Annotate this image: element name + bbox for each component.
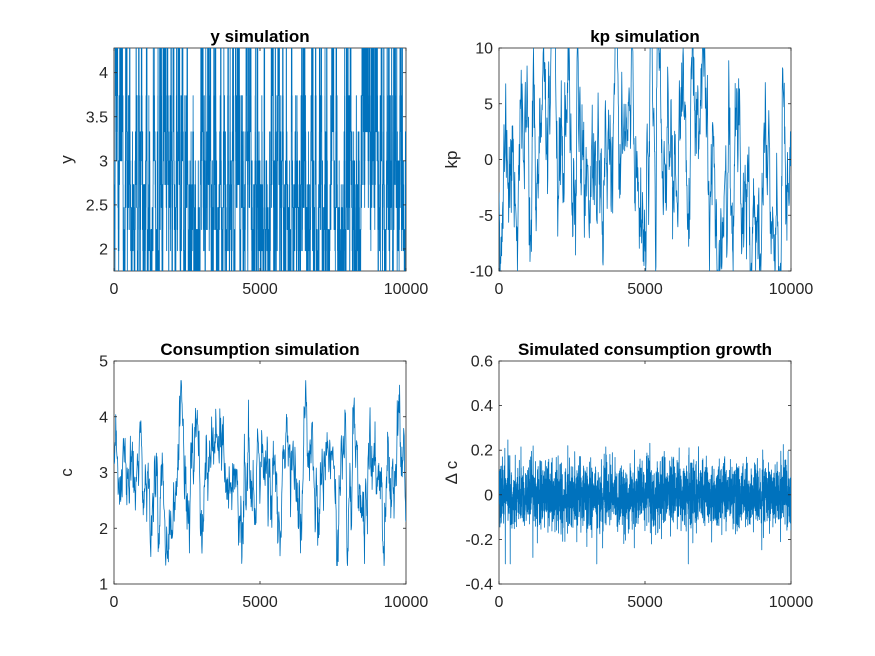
consumption-simulation-y-tick-label: 3 [99, 465, 108, 482]
consumption-growth-y-tick-label: 0.6 [471, 354, 493, 371]
y-simulation-title: y simulation [210, 27, 309, 46]
y-simulation-x-tick-label: 0 [110, 281, 119, 298]
y-simulation-series-line [114, 48, 406, 271]
consumption-growth-y-tick-label: 0.2 [471, 443, 493, 460]
consumption-simulation-x-tick-label: 0 [110, 594, 119, 611]
consumption-growth-y-tick-label: 0 [484, 487, 493, 504]
consumption-growth-y-axis-label: Δ c [442, 460, 461, 484]
kp-simulation-title: kp simulation [590, 27, 700, 46]
consumption-simulation-y-tick-label: 4 [99, 409, 108, 426]
consumption-growth-y-tick-label: -0.4 [465, 577, 493, 594]
kp-simulation-x-tick-label: 5000 [627, 281, 663, 298]
kp-simulation-x-tick-label: 0 [495, 281, 504, 298]
y-simulation-y-tick-label: 3 [99, 153, 108, 170]
consumption-simulation-y-axis-label: c [57, 468, 76, 477]
y-simulation-y-tick-label: 4 [99, 65, 108, 82]
chart-consumption-growth: 0 5000 10000 -0.4 -0.2 0 0.2 0.4 0.6 Simulated co… [442, 340, 813, 611]
kp-simulation-y-tick-label: 10 [475, 41, 493, 58]
kp-simulation-y-tick-label: -5 [479, 208, 493, 225]
consumption-simulation-x-tick-label: 5000 [242, 594, 278, 611]
consumption-simulation-title: Consumption simulation [160, 340, 359, 359]
y-simulation-x-tick-label: 10000 [384, 281, 429, 298]
y-simulation-x-tick-label: 5000 [242, 281, 278, 298]
kp-simulation-y-tick-label: 0 [484, 152, 493, 169]
y-simulation-y-tick-label: 2 [99, 241, 108, 258]
chart-y-simulation: 0 5000 10000 2 2.5 3 3.5 4 y simulation y [57, 27, 428, 298]
kp-simulation-y-tick-label: 5 [484, 96, 493, 113]
consumption-growth-x-tick-label: 0 [495, 594, 504, 611]
consumption-simulation-y-tick-label: 2 [99, 521, 108, 538]
consumption-growth-title: Simulated consumption growth [518, 340, 772, 359]
consumption-simulation-y-tick-label: 5 [99, 354, 108, 371]
kp-simulation-y-axis-label: kp [442, 151, 461, 169]
kp-simulation-y-tick-label: -10 [470, 264, 493, 281]
kp-simulation-x-tick-label: 10000 [769, 281, 814, 298]
y-simulation-y-tick-label: 2.5 [86, 197, 108, 214]
consumption-simulation-y-tick-label: 1 [99, 577, 108, 594]
consumption-growth-x-tick-label: 10000 [769, 594, 814, 611]
consumption-simulation-series-line [114, 380, 406, 566]
y-simulation-y-axis-label: y [57, 155, 76, 164]
consumption-simulation-x-tick-label: 10000 [384, 594, 429, 611]
consumption-growth-y-tick-label: 0.4 [471, 398, 493, 415]
consumption-growth-x-tick-label: 5000 [627, 594, 663, 611]
consumption-growth-y-tick-label: -0.2 [465, 532, 493, 549]
y-simulation-y-tick-label: 3.5 [86, 109, 108, 126]
chart-consumption-simulation: 0 5000 10000 1 2 3 4 5 Consumption simulation c [57, 340, 428, 611]
chart-kp-simulation: 0 5000 10000 -10 -5 0 5 10 kp simulation kp [442, 27, 813, 298]
consumption-growth-series-line [499, 439, 791, 565]
kp-simulation-series-line [499, 48, 791, 271]
